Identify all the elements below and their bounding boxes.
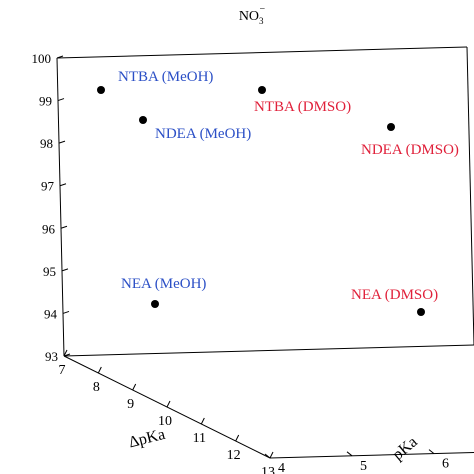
y-axis-label: pKa xyxy=(389,433,420,463)
chart-title: NO3− xyxy=(239,4,266,26)
data-point xyxy=(139,116,147,124)
axis-edge-z xyxy=(56,57,65,357)
x-tick-label: 12 xyxy=(227,448,241,463)
z-tick-label: 97 xyxy=(41,179,55,194)
y-tick-mark xyxy=(346,451,353,457)
z-tick-label: 98 xyxy=(40,136,53,151)
z-tick-mark xyxy=(59,183,67,187)
axis-edge-top-back xyxy=(56,46,468,59)
x-tick-label: 11 xyxy=(193,431,206,446)
z-tick-mark xyxy=(60,225,68,229)
x-tick-label: 8 xyxy=(93,380,100,395)
y-tick-labels: 456789 xyxy=(264,449,449,474)
x-tick-mark xyxy=(235,434,240,442)
data-point-label: NDEA (DMSO) xyxy=(361,142,459,158)
z-tick-mark xyxy=(56,55,64,59)
z-tick-mark xyxy=(62,310,70,314)
x-tick-mark xyxy=(63,349,68,357)
y-tick-label: 4 xyxy=(278,461,285,474)
data-point xyxy=(417,308,425,316)
z-tick-label: 96 xyxy=(42,221,56,236)
x-tick-mark xyxy=(200,417,205,425)
axis-edge-floor-front xyxy=(269,452,474,459)
z-tick-label: 94 xyxy=(44,306,58,321)
data-point-label: NEA (DMSO) xyxy=(351,287,438,303)
y-tick-label: 5 xyxy=(360,459,367,474)
data-point xyxy=(97,86,105,94)
x-tick-mark xyxy=(132,383,137,391)
x-tick-label: 13 xyxy=(261,465,275,474)
data-point xyxy=(151,300,159,308)
z-tick-label: 93 xyxy=(45,349,58,364)
z-tick-label: 100 xyxy=(32,51,52,66)
x-tick-label: 7 xyxy=(59,363,66,378)
z-tick-mark xyxy=(63,353,71,357)
x-tick-mark xyxy=(166,400,171,408)
z-tick-label: 95 xyxy=(43,264,56,279)
data-point-label: NTBA (DMSO) xyxy=(254,99,351,115)
x-tick-mark xyxy=(269,451,274,459)
y-tick-mark xyxy=(428,449,435,454)
x-tick-label: 10 xyxy=(158,414,172,429)
y-tick-mark xyxy=(264,453,271,459)
z-tick-labels: 93 94 95 96 97 98 99 100 xyxy=(32,51,71,364)
y-tick-label: 6 xyxy=(442,457,449,472)
data-point-label: NDEA (MeOH) xyxy=(155,126,251,142)
axis-edge-back-right xyxy=(466,46,474,346)
x-tick-label: 9 xyxy=(127,397,134,412)
data-point xyxy=(258,86,266,94)
z-tick-mark xyxy=(57,98,65,102)
x-tick-labels: 7 8 9 10 11 12 13 xyxy=(59,349,275,474)
data-points: NTBA (MeOH) NDEA (MeOH) NEA (MeOH) NTBA (DM… xyxy=(97,69,459,316)
data-point-label: NEA (MeOH) xyxy=(121,276,206,292)
z-tick-label: 99 xyxy=(39,94,52,109)
x-tick-mark xyxy=(97,366,102,374)
axis-edge-floor-back xyxy=(63,344,474,357)
data-point xyxy=(387,123,395,131)
z-tick-mark xyxy=(61,268,69,272)
x-axis-label: ΔpKa xyxy=(127,426,167,451)
z-tick-mark xyxy=(58,140,66,144)
data-point-label: NTBA (MeOH) xyxy=(118,69,213,85)
